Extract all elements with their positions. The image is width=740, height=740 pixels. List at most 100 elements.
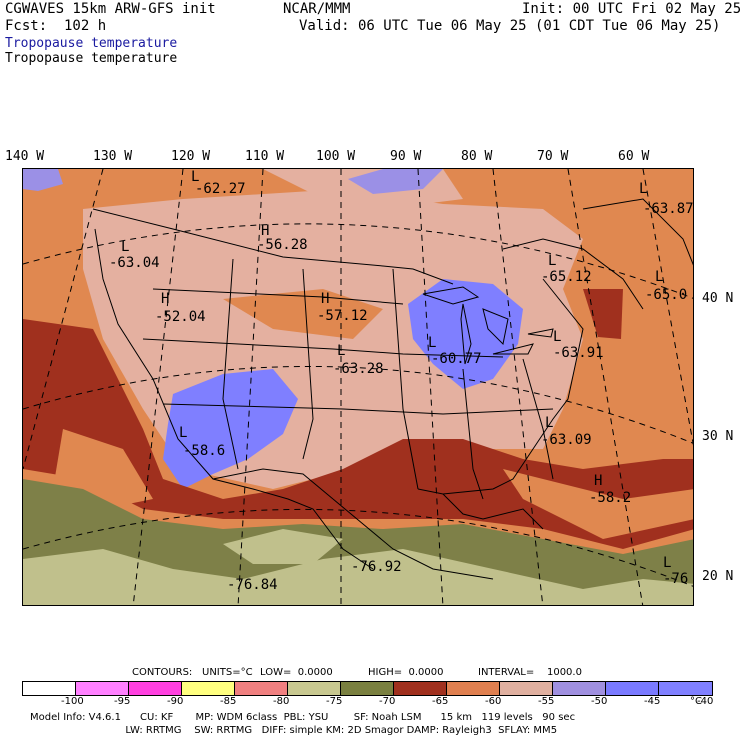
extrema-value: -63.87 (643, 201, 694, 217)
extrema-mark: H (261, 223, 269, 239)
purple-field (23, 169, 63, 191)
colorbar-tick-label: -95 (114, 696, 131, 707)
extrema-mark: H (594, 473, 602, 489)
lat-label: 20 N (702, 569, 734, 584)
extrema-value: -63.09 (541, 432, 592, 448)
colorbar-swatch (394, 682, 447, 695)
colorbar-swatch (553, 682, 606, 695)
colorbar-tick-label: -60 (485, 696, 502, 707)
contours-high: HIGH= 0.0000 (368, 667, 444, 678)
political-boundaries (92, 198, 693, 580)
colorbar-tick-label: -45 (644, 696, 661, 707)
contours-interval: INTERVAL= 1000.0 (478, 667, 582, 678)
extrema-mark: L (553, 329, 561, 345)
extrema-mark: L (663, 555, 671, 571)
tropopause-temperature-map: L -62.27 L -63.87 H -56.28 L -63.04 L -6… (22, 168, 694, 606)
contours-label: CONTOURS: (132, 667, 193, 678)
extrema-value: -62.27 (195, 181, 246, 197)
map-canvas: L -62.27 L -63.87 H -56.28 L -63.04 L -6… (23, 169, 694, 605)
colorbar-tick-label: -70 (379, 696, 396, 707)
extrema-value: -60.77 (431, 351, 482, 367)
colorbar-tick-label: -80 (273, 696, 290, 707)
extrema-mark: H (321, 291, 329, 307)
khaki-field (23, 549, 693, 605)
lat-label: 40 N (702, 291, 734, 306)
model-physics: LW: RRTMG SW: RRTMG DIFF: simple KM: 2D … (30, 725, 558, 736)
lat-label: 30 N (702, 429, 734, 444)
extrema-mark: L (428, 335, 436, 351)
colorbar-swatch (23, 682, 76, 695)
colorbar-tick-label: -55 (538, 696, 555, 707)
extrema-value: -57.12 (317, 308, 368, 324)
great-lakes (422, 286, 554, 365)
extrema-value: -63.91 (553, 345, 604, 361)
orange-field (223, 289, 383, 339)
org-label: NCAR/MMM (283, 1, 351, 17)
valid-time: Valid: 06 UTC Tue 06 May 25 (01 CDT Tue … (299, 18, 721, 34)
model-info: Model Info: V4.6.1 CU: KF MP: WDM 6class… (30, 712, 576, 723)
orange-field (503, 469, 693, 539)
extrema-mark: L (337, 343, 345, 359)
field-title-primary: Tropopause temperature (5, 36, 178, 51)
colorbar-tick-label: -75 (326, 696, 343, 707)
extrema-labels: L -62.27 L -63.87 H -56.28 L -63.04 L -6… (109, 169, 694, 593)
colorbar-swatch (76, 682, 129, 695)
colorbar-tick-label: -85 (220, 696, 237, 707)
extrema-value: -58.6 (183, 443, 225, 459)
colorbar-swatch (129, 682, 182, 695)
extrema-value: -63.04 (109, 255, 160, 271)
extrema-mark: L (545, 415, 553, 431)
colorbar-swatch (500, 682, 553, 695)
lon-label: 90 W (390, 149, 422, 164)
contours-units: UNITS=°C (202, 667, 253, 678)
lon-label: 100 W (316, 149, 356, 164)
colorbar-tick-label: -65 (432, 696, 449, 707)
extrema-value: -52.04 (155, 309, 206, 325)
lon-label: 60 W (618, 149, 650, 164)
extrema-mark: L (548, 253, 556, 269)
colorbar-swatch (341, 682, 394, 695)
purple-field (348, 169, 443, 194)
brick-field (583, 289, 623, 339)
lon-label: 80 W (461, 149, 493, 164)
colorbar-tick-label: -40 (697, 696, 714, 707)
field-title-secondary: Tropopause temperature (5, 51, 178, 66)
purple-field (408, 279, 523, 389)
colorbar-tick-label: -100 (61, 696, 84, 707)
contours-low: LOW= 0.0000 (260, 667, 333, 678)
colorbar-swatch (182, 682, 235, 695)
extrema-value: -56.28 (257, 237, 308, 253)
extrema-value: -76 (663, 571, 688, 587)
colorbar (22, 681, 713, 696)
colorbar-swatch (447, 682, 500, 695)
init-time: Init: 00 UTC Fri 02 May 25 (522, 1, 740, 17)
colorbar-swatch (288, 682, 341, 695)
forecast-hour: Fcst: 102 h (5, 18, 107, 34)
extrema-value: -58.2 (589, 490, 631, 506)
extrema-value: -76.92 (351, 559, 402, 575)
lon-label: 110 W (245, 149, 285, 164)
lon-label: 70 W (537, 149, 569, 164)
colorbar-swatch (235, 682, 288, 695)
extrema-mark: L (655, 269, 663, 285)
colorbar-unit: °C (690, 696, 702, 707)
extrema-mark: H (161, 291, 169, 307)
colorbar-swatch (606, 682, 659, 695)
extrema-value: -63.28 (333, 361, 384, 377)
extrema-mark: L (121, 239, 129, 255)
extrema-mark: L (191, 169, 199, 185)
graticule (23, 169, 693, 605)
khaki-field (223, 529, 343, 564)
extrema-mark: L (639, 181, 647, 197)
extrema-value: -65.0 (645, 287, 687, 303)
extrema-mark: L (179, 425, 187, 441)
purple-field (163, 369, 298, 489)
colorbar-swatch (659, 682, 712, 695)
extrema-value: -76.84 (227, 577, 278, 593)
lon-label: 140 W (5, 149, 45, 164)
lon-label: 130 W (93, 149, 133, 164)
model-title: CGWAVES 15km ARW-GFS init (5, 1, 216, 17)
colorbar-tick-label: -50 (591, 696, 608, 707)
colorbar-tick-label: -90 (167, 696, 184, 707)
lon-label: 120 W (171, 149, 211, 164)
